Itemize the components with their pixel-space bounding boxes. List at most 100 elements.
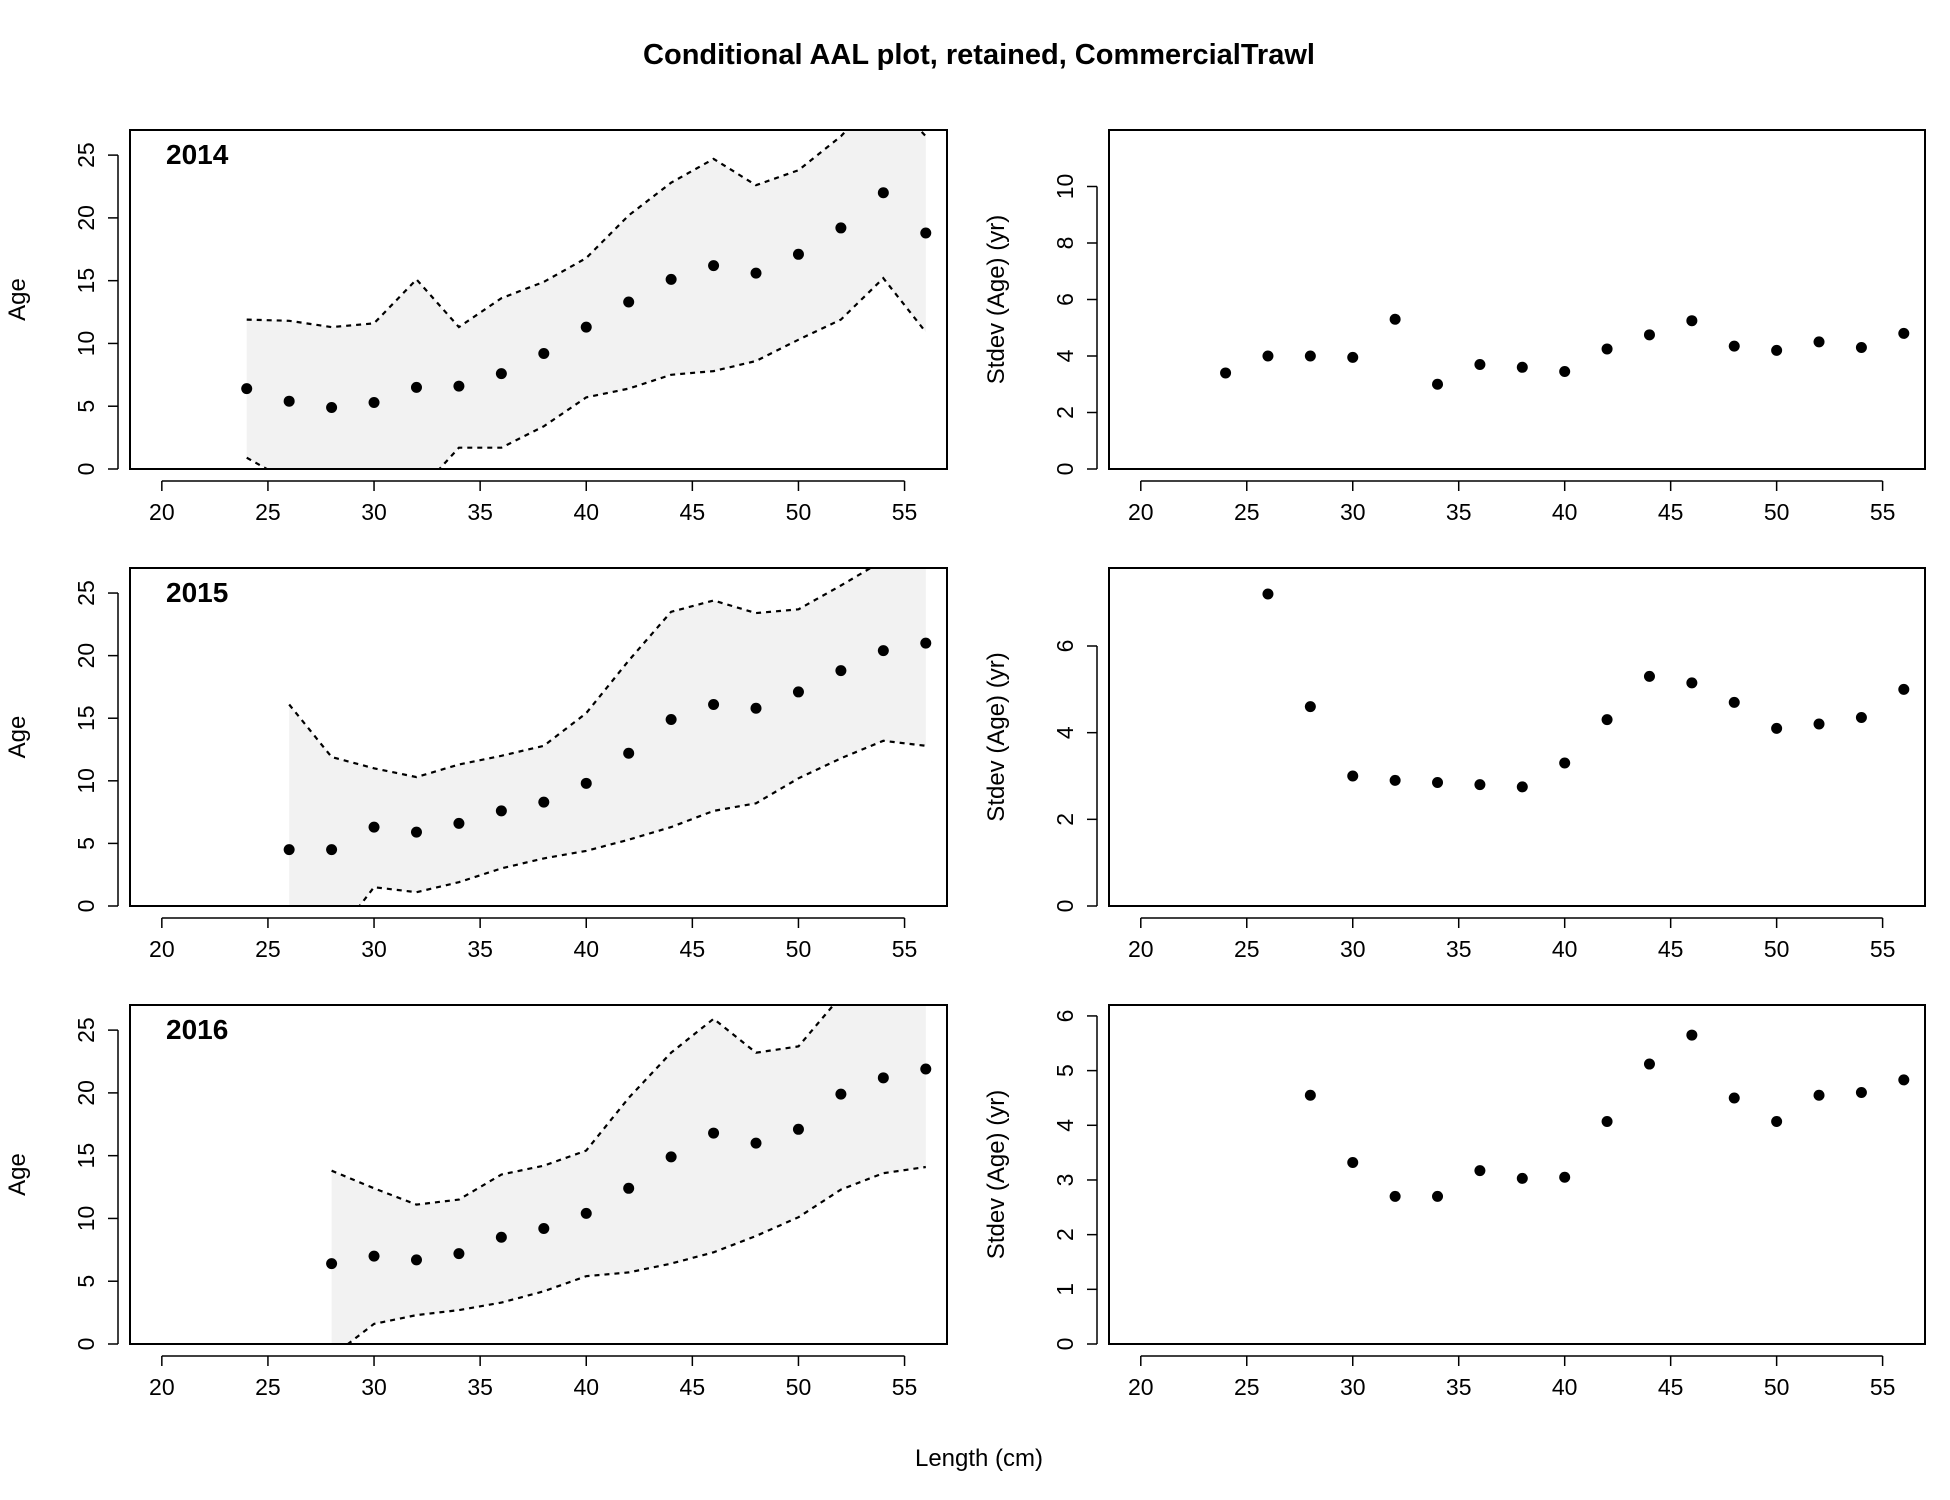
stdev-point xyxy=(1220,367,1232,379)
upper-interval-line xyxy=(288,568,873,779)
mean-age-point xyxy=(368,1250,380,1262)
y-tick-label: 25 xyxy=(73,1017,99,1043)
mean-age-point xyxy=(877,1072,889,1084)
mean-age-point xyxy=(920,637,932,649)
mean-age-point xyxy=(410,381,422,393)
stdev-point xyxy=(1643,670,1655,682)
mean-age-point xyxy=(708,1127,720,1139)
y-tick-label: 15 xyxy=(73,1143,99,1169)
stdev-point xyxy=(1516,781,1528,793)
plot-frame xyxy=(1108,129,1926,470)
x-tick-label: 45 xyxy=(1658,499,1684,525)
stdev-point xyxy=(1432,777,1444,788)
y-axis-label: Age xyxy=(4,1153,31,1196)
x-tick-label: 35 xyxy=(1446,1374,1472,1400)
upper-interval-line xyxy=(246,130,927,329)
x-tick-label: 50 xyxy=(786,936,812,962)
mean-age-point xyxy=(792,1123,804,1135)
stdev-point xyxy=(1771,722,1783,734)
y-tick-label: 2 xyxy=(1052,813,1078,826)
x-tick-label: 25 xyxy=(1234,936,1260,962)
mean-age-point xyxy=(877,645,889,657)
stdev-point xyxy=(1389,774,1401,786)
x-tick-label: 50 xyxy=(1764,1374,1790,1400)
stdev-point xyxy=(1559,366,1571,378)
x-tick-label: 40 xyxy=(573,1374,599,1400)
mean-age-point xyxy=(665,273,677,285)
x-tick-label: 20 xyxy=(1128,499,1154,525)
mean-age-point xyxy=(453,380,465,392)
mean-age-point xyxy=(750,1137,762,1149)
x-tick-label: 55 xyxy=(1870,1374,1896,1400)
y-tick-label: 5 xyxy=(73,837,99,850)
x-tick-label: 35 xyxy=(1446,499,1472,525)
y-tick-label: 25 xyxy=(73,580,99,606)
mean-age-point xyxy=(623,296,635,308)
mean-age-point xyxy=(326,401,338,413)
x-tick-label: 30 xyxy=(361,499,387,525)
y-axis-label: Age xyxy=(4,716,31,759)
stdev-point xyxy=(1898,327,1910,339)
stdev-point xyxy=(1516,1172,1528,1184)
mean-age-point xyxy=(538,1222,550,1234)
x-tick-label: 20 xyxy=(149,936,175,962)
y-tick-label: 5 xyxy=(73,400,99,413)
mean-age-point xyxy=(665,1151,677,1163)
mean-age-point xyxy=(495,368,507,380)
stdev-point xyxy=(1686,315,1698,327)
stdev-point xyxy=(1474,358,1486,370)
confidence-band xyxy=(289,568,926,906)
panel-age-2016: 2016 20 25 30 35 40 45 50 55 0 5 10 15 20 25 Age xyxy=(4,1004,948,1400)
x-tick-label: 25 xyxy=(255,499,281,525)
mean-age-point xyxy=(538,347,550,359)
x-tick-label: 55 xyxy=(892,1374,918,1400)
stdev-point xyxy=(1813,718,1825,730)
stdev-point xyxy=(1347,1156,1359,1168)
x-tick-label: 50 xyxy=(786,499,812,525)
x-tick-label: 20 xyxy=(1128,1374,1154,1400)
x-tick-label: 30 xyxy=(361,936,387,962)
x-tick-label: 35 xyxy=(467,1374,493,1400)
mean-age-point xyxy=(750,702,762,714)
confidence-band xyxy=(246,130,926,469)
mean-age-point xyxy=(283,844,295,856)
stdev-point xyxy=(1771,1115,1783,1127)
stdev-point xyxy=(1304,701,1316,713)
stdev-point xyxy=(1601,343,1613,355)
stdev-point xyxy=(1559,1171,1571,1183)
x-tick-label: 30 xyxy=(1340,936,1366,962)
mean-age-point xyxy=(920,1063,932,1075)
mean-age-point xyxy=(792,686,804,698)
year-label: 2016 xyxy=(166,1014,228,1045)
x-tick-label: 20 xyxy=(1128,936,1154,962)
stdev-point xyxy=(1559,757,1571,769)
x-tick-label: 35 xyxy=(467,936,493,962)
panel-age-2014: 2014 20 25 30 35 40 45 50 55 0 5 10 15 20 25 Age xyxy=(4,129,948,525)
stdev-point xyxy=(1686,677,1698,689)
mean-age-point xyxy=(750,267,762,279)
mean-age-point xyxy=(368,396,380,408)
x-tick-label: 50 xyxy=(786,1374,812,1400)
stdev-point xyxy=(1686,1029,1698,1041)
year-label: 2014 xyxy=(166,139,229,170)
plot-frame xyxy=(129,1004,948,1345)
stdev-point xyxy=(1643,1058,1655,1070)
stdev-point xyxy=(1432,1190,1444,1202)
y-tick-label: 2 xyxy=(1052,406,1078,419)
y-tick-label: 0 xyxy=(1052,1338,1078,1351)
x-tick-label: 50 xyxy=(1764,499,1790,525)
stdev-point xyxy=(1474,779,1486,791)
mean-age-point xyxy=(410,826,422,838)
mean-age-point xyxy=(453,817,465,829)
mean-age-point xyxy=(326,844,338,856)
y-axis-label: Stdev (Age) (yr) xyxy=(983,652,1010,821)
y-tick-label: 25 xyxy=(73,142,99,168)
mean-age-point xyxy=(580,1207,592,1219)
panel-stdev-2014: 20 25 30 35 40 45 50 55 0 2 4 6 8 10 Stdev (Age) (yr) xyxy=(983,129,1926,525)
stdev-point xyxy=(1728,1092,1740,1104)
stdev-point xyxy=(1855,342,1867,354)
mean-age-point xyxy=(665,713,677,725)
plot-frame xyxy=(1108,567,1926,907)
y-tick-label: 20 xyxy=(73,643,99,669)
